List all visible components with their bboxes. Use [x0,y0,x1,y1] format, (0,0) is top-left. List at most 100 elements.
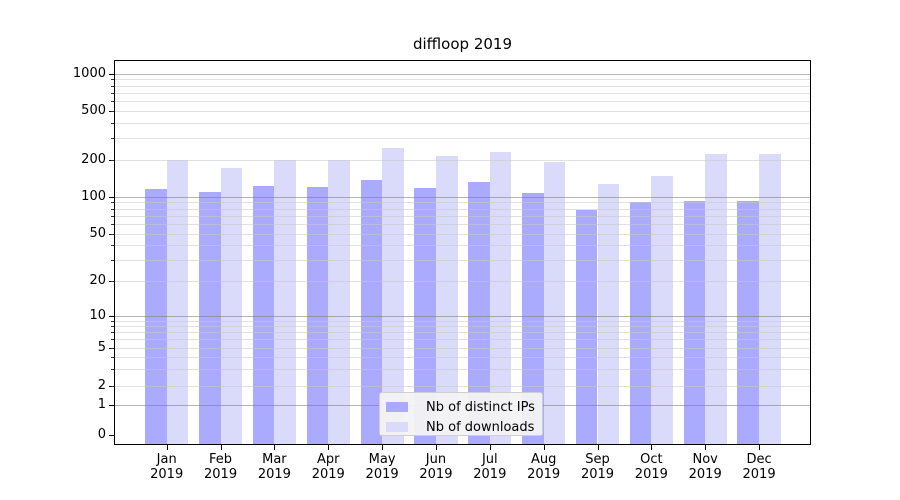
legend-item-downloads: Nb of downloads [386,417,542,437]
x-tick-year-label: 2019 [419,467,453,482]
x-tick-mark [328,445,330,450]
y-minor-tick-mark [111,138,114,140]
downloads-swatch [386,422,408,432]
minor-gridline [115,339,810,341]
y-minor-tick-mark [111,245,114,247]
x-tick-label: Feb 2019 [189,452,253,482]
legend-label: Nb of downloads [426,419,535,435]
x-tick-mark [597,445,599,450]
y-minor-tick-mark [111,368,114,370]
major-gridline [115,73,810,75]
bar-downloads [543,161,566,444]
legend-item-distinct-ips: Nb of distinct IPs [386,397,542,417]
minor-gridline [115,79,810,81]
bar-downloads [705,154,727,444]
grid-layer [115,61,810,444]
major-gridline [115,316,810,317]
minor-gridline [115,92,810,94]
x-tick-mark [166,445,168,450]
y-minor-tick-mark [111,332,114,334]
x-tick-mark [651,445,653,450]
x-tick-year-label: 2019 [473,467,507,482]
bar-downloads [597,183,620,444]
y-tick-label: 20 [89,273,106,288]
bar-downloads [220,168,243,444]
y-minor-tick-mark [111,224,114,226]
bar-downloads [166,159,189,444]
y-minor-tick-mark [111,159,114,161]
y-minor-tick-mark [111,281,114,282]
legend: Nb of distinct IPs Nb of downloads [379,392,543,436]
bar-distinct-ips [629,202,652,444]
bar-downloads [759,153,781,444]
minor-gridline [115,85,810,87]
x-tick-year-label: 2019 [365,467,399,482]
y-tick-label: 500 [81,103,106,118]
bar-distinct-ips [198,191,221,444]
bar-distinct-ips [683,201,706,444]
y-minor-tick-mark [111,339,114,341]
y-tick-mark [109,316,114,317]
minor-gridline [115,159,810,161]
y-minor-tick-mark [111,208,114,210]
x-tick-year-label: 2019 [311,467,345,482]
x-tick-label: Apr 2019 [296,452,360,482]
x-tick-label: Jan 2019 [135,452,199,482]
y-minor-tick-mark [111,215,114,217]
bar-distinct-ips [737,201,760,444]
y-minor-tick-mark [111,202,114,204]
minor-gridline [115,347,810,349]
y-tick-mark [109,196,114,198]
x-tick-year-label: 2019 [257,467,291,482]
x-tick-mark [435,445,437,450]
minor-gridline [115,101,810,103]
minor-gridline [115,281,810,282]
minor-gridline [115,215,810,217]
x-tick-label: Mar 2019 [242,452,306,482]
y-minor-tick-mark [111,260,114,262]
y-tick-label: 1 [97,397,106,412]
minor-gridline [115,320,810,322]
y-tick-label: 200 [81,151,106,167]
y-minor-tick-mark [111,320,114,322]
minor-gridline [115,224,810,226]
x-tick-label: Nov 2019 [673,452,737,482]
bar-downloads [651,175,673,444]
minor-gridline [115,234,810,235]
y-minor-tick-mark [111,111,114,112]
bar-distinct-ips [468,182,490,444]
y-minor-tick-mark [111,92,114,94]
minor-gridline [115,202,810,204]
y-minor-tick-mark [111,85,114,87]
x-tick-year-label: 2019 [150,467,184,482]
y-minor-tick-mark [111,356,114,358]
x-tick-mark [382,445,384,450]
y-tick-label: 10 [89,308,106,323]
bar-downloads [274,159,296,444]
minor-gridline [115,111,810,112]
minor-gridline [115,245,810,247]
y-minor-tick-mark [111,326,114,328]
y-tick-mark [109,434,114,436]
y-tick-label: 1000 [72,65,106,81]
y-minor-tick-mark [111,234,114,235]
minor-gridline [115,208,810,210]
bar-distinct-ips [252,185,275,444]
x-tick-label: Jul 2019 [458,452,522,482]
y-tick-label: 5 [97,339,106,355]
plot-area [114,60,811,445]
minor-gridline [115,368,810,370]
y-tick-label: 0 [97,426,106,442]
minor-gridline [115,260,810,262]
minor-gridline [115,386,810,387]
y-minor-tick-mark [111,79,114,81]
y-tick-mark [109,405,114,406]
x-tick-mark [759,445,761,450]
x-tick-mark [543,445,545,450]
x-tick-label: Dec 2019 [727,452,791,482]
bar-downloads [328,160,350,444]
y-tick-label: 50 [89,226,106,241]
x-tick-year-label: 2019 [527,467,561,482]
bar-distinct-ips [522,192,544,444]
